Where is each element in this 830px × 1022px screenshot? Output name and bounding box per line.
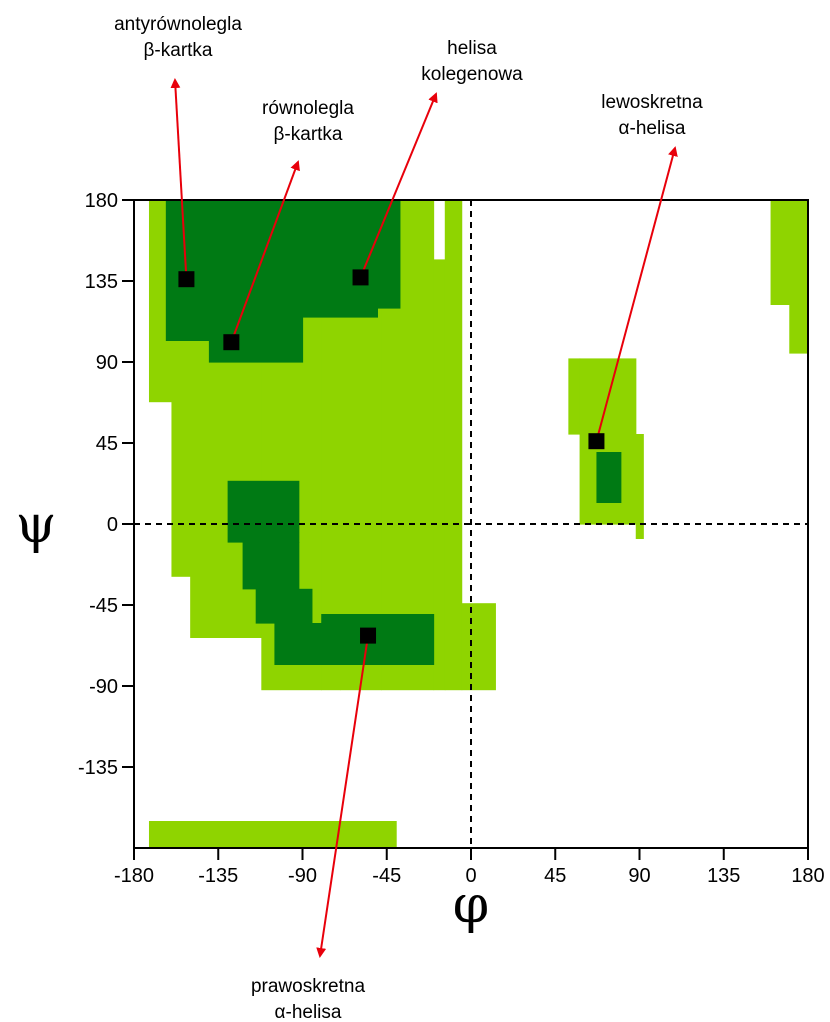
x-tick-label: 180 <box>791 865 824 887</box>
favored-region-0 <box>165 200 210 341</box>
y-tick-label: -135 <box>78 757 118 779</box>
annotation-label-0-line-0: antyrównolegla <box>114 14 242 35</box>
allowed-region-14 <box>635 434 644 539</box>
favored-region-7 <box>274 623 322 665</box>
favored-region-6 <box>255 588 313 624</box>
y-tick-label: 0 <box>107 514 118 536</box>
annotation-label-1-line-1: β-kartka <box>274 124 343 145</box>
markers <box>178 269 605 644</box>
x-tick-label: -135 <box>198 865 238 887</box>
y-tick-label: 90 <box>96 352 118 374</box>
annotation-label-2-line-1: kolegenowa <box>421 64 523 85</box>
annotation-arrow-1 <box>230 160 300 343</box>
annotation-label-2-line-0: helisa <box>447 38 497 59</box>
annotation-label-3-line-0: lewoskretna <box>601 92 703 113</box>
y-tick-label: -90 <box>89 676 118 698</box>
favored-region-8 <box>321 614 435 665</box>
x-tick-label: 45 <box>544 865 566 887</box>
x-tick-label: -90 <box>288 865 317 887</box>
allowed-region-5 <box>321 200 341 691</box>
annotation-arrows <box>170 78 678 958</box>
x-tick-label: -45 <box>372 865 401 887</box>
favored-region-3 <box>377 200 401 309</box>
allowed-region-15 <box>148 821 397 849</box>
favored-region-1 <box>208 200 304 363</box>
y-tick-label: 45 <box>96 433 118 455</box>
annotation-arrow-4 <box>316 635 370 958</box>
marker-1 <box>223 334 240 351</box>
allowed-region-10 <box>444 200 463 691</box>
annotation-label-3-line-1: α-helisa <box>619 118 686 139</box>
allowed-region-11 <box>461 603 496 691</box>
allowed-region-12 <box>568 358 581 435</box>
marker-4 <box>588 433 605 450</box>
x-tick-label: 135 <box>707 865 740 887</box>
allowed-region-17 <box>789 200 809 354</box>
x-tick-labels: -180 -135 -90 -45 0 45 90 135 180 <box>114 865 825 887</box>
annotation-label-0-line-1: β-kartka <box>144 40 213 61</box>
allowed-region-9 <box>433 259 446 691</box>
x-tick-label: -180 <box>114 865 154 887</box>
marker-3 <box>360 627 377 644</box>
x-tick-label: 90 <box>628 865 650 887</box>
allowed-region-6 <box>339 200 360 691</box>
favored-region-5 <box>242 542 300 590</box>
favored-region-2 <box>302 200 378 318</box>
allowed-region-7 <box>358 200 382 691</box>
y-tick-labels: 180 135 90 45 0 -45 -90 -135 <box>78 190 118 779</box>
y-axis-label: ψ <box>16 495 57 555</box>
annotation-label-1-line-0: równolegla <box>262 98 354 119</box>
y-tick-label: 135 <box>85 271 118 293</box>
annotations: antyrównolegla β-kartka równolegla β-kartka… <box>114 14 703 1022</box>
y-tick-label: 180 <box>85 190 118 212</box>
marker-2 <box>352 269 369 286</box>
x-tick-label: 0 <box>465 865 476 887</box>
annotation-arrow-2 <box>359 92 438 278</box>
marker-0 <box>178 271 195 288</box>
annotation-label-4-line-1: α-helisa <box>275 1002 342 1022</box>
annotation-arrow-3 <box>595 146 678 442</box>
annotation-label-4-line-0: prawoskretna <box>251 976 365 997</box>
annotation-arrow-0 <box>170 78 188 280</box>
tick-marks <box>122 199 809 860</box>
allowed-region-16 <box>770 200 790 305</box>
favored-region-9 <box>596 452 622 503</box>
favored-region-4 <box>227 480 300 543</box>
y-tick-label: -45 <box>89 595 118 617</box>
zero-lines <box>134 200 808 848</box>
x-axis-label: φ <box>453 875 489 935</box>
